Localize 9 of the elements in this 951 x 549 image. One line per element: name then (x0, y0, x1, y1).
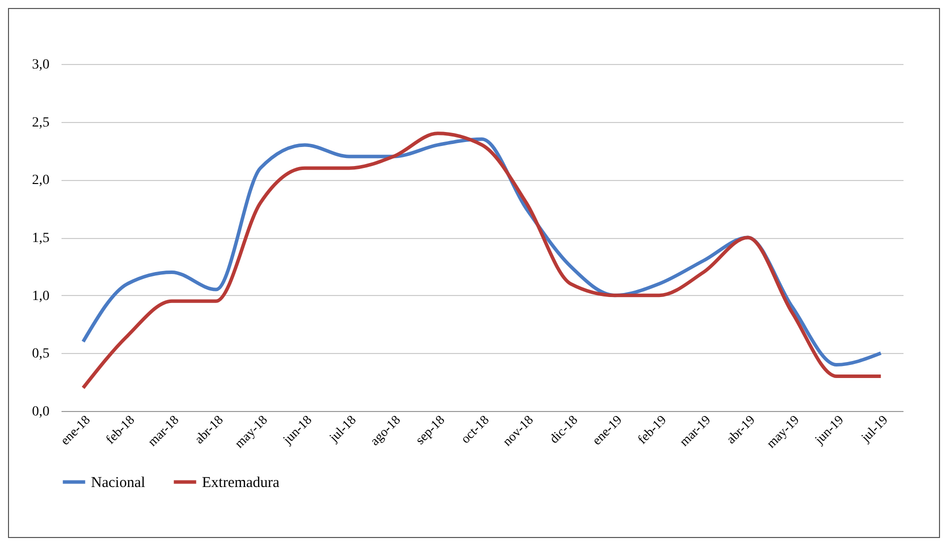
legend-label: Extremadura (202, 475, 280, 491)
y-tick-label: 0,5 (32, 346, 50, 362)
y-tick-label: 0,0 (32, 404, 50, 420)
y-tick-label: 1,5 (32, 231, 50, 246)
y-tick-label: 2,0 (32, 173, 50, 188)
y-tick-label: 1,0 (32, 288, 50, 304)
legend-label: Nacional (91, 475, 146, 491)
y-tick-label: 2,5 (32, 115, 50, 130)
y-tick-label: 3,0 (32, 58, 50, 72)
